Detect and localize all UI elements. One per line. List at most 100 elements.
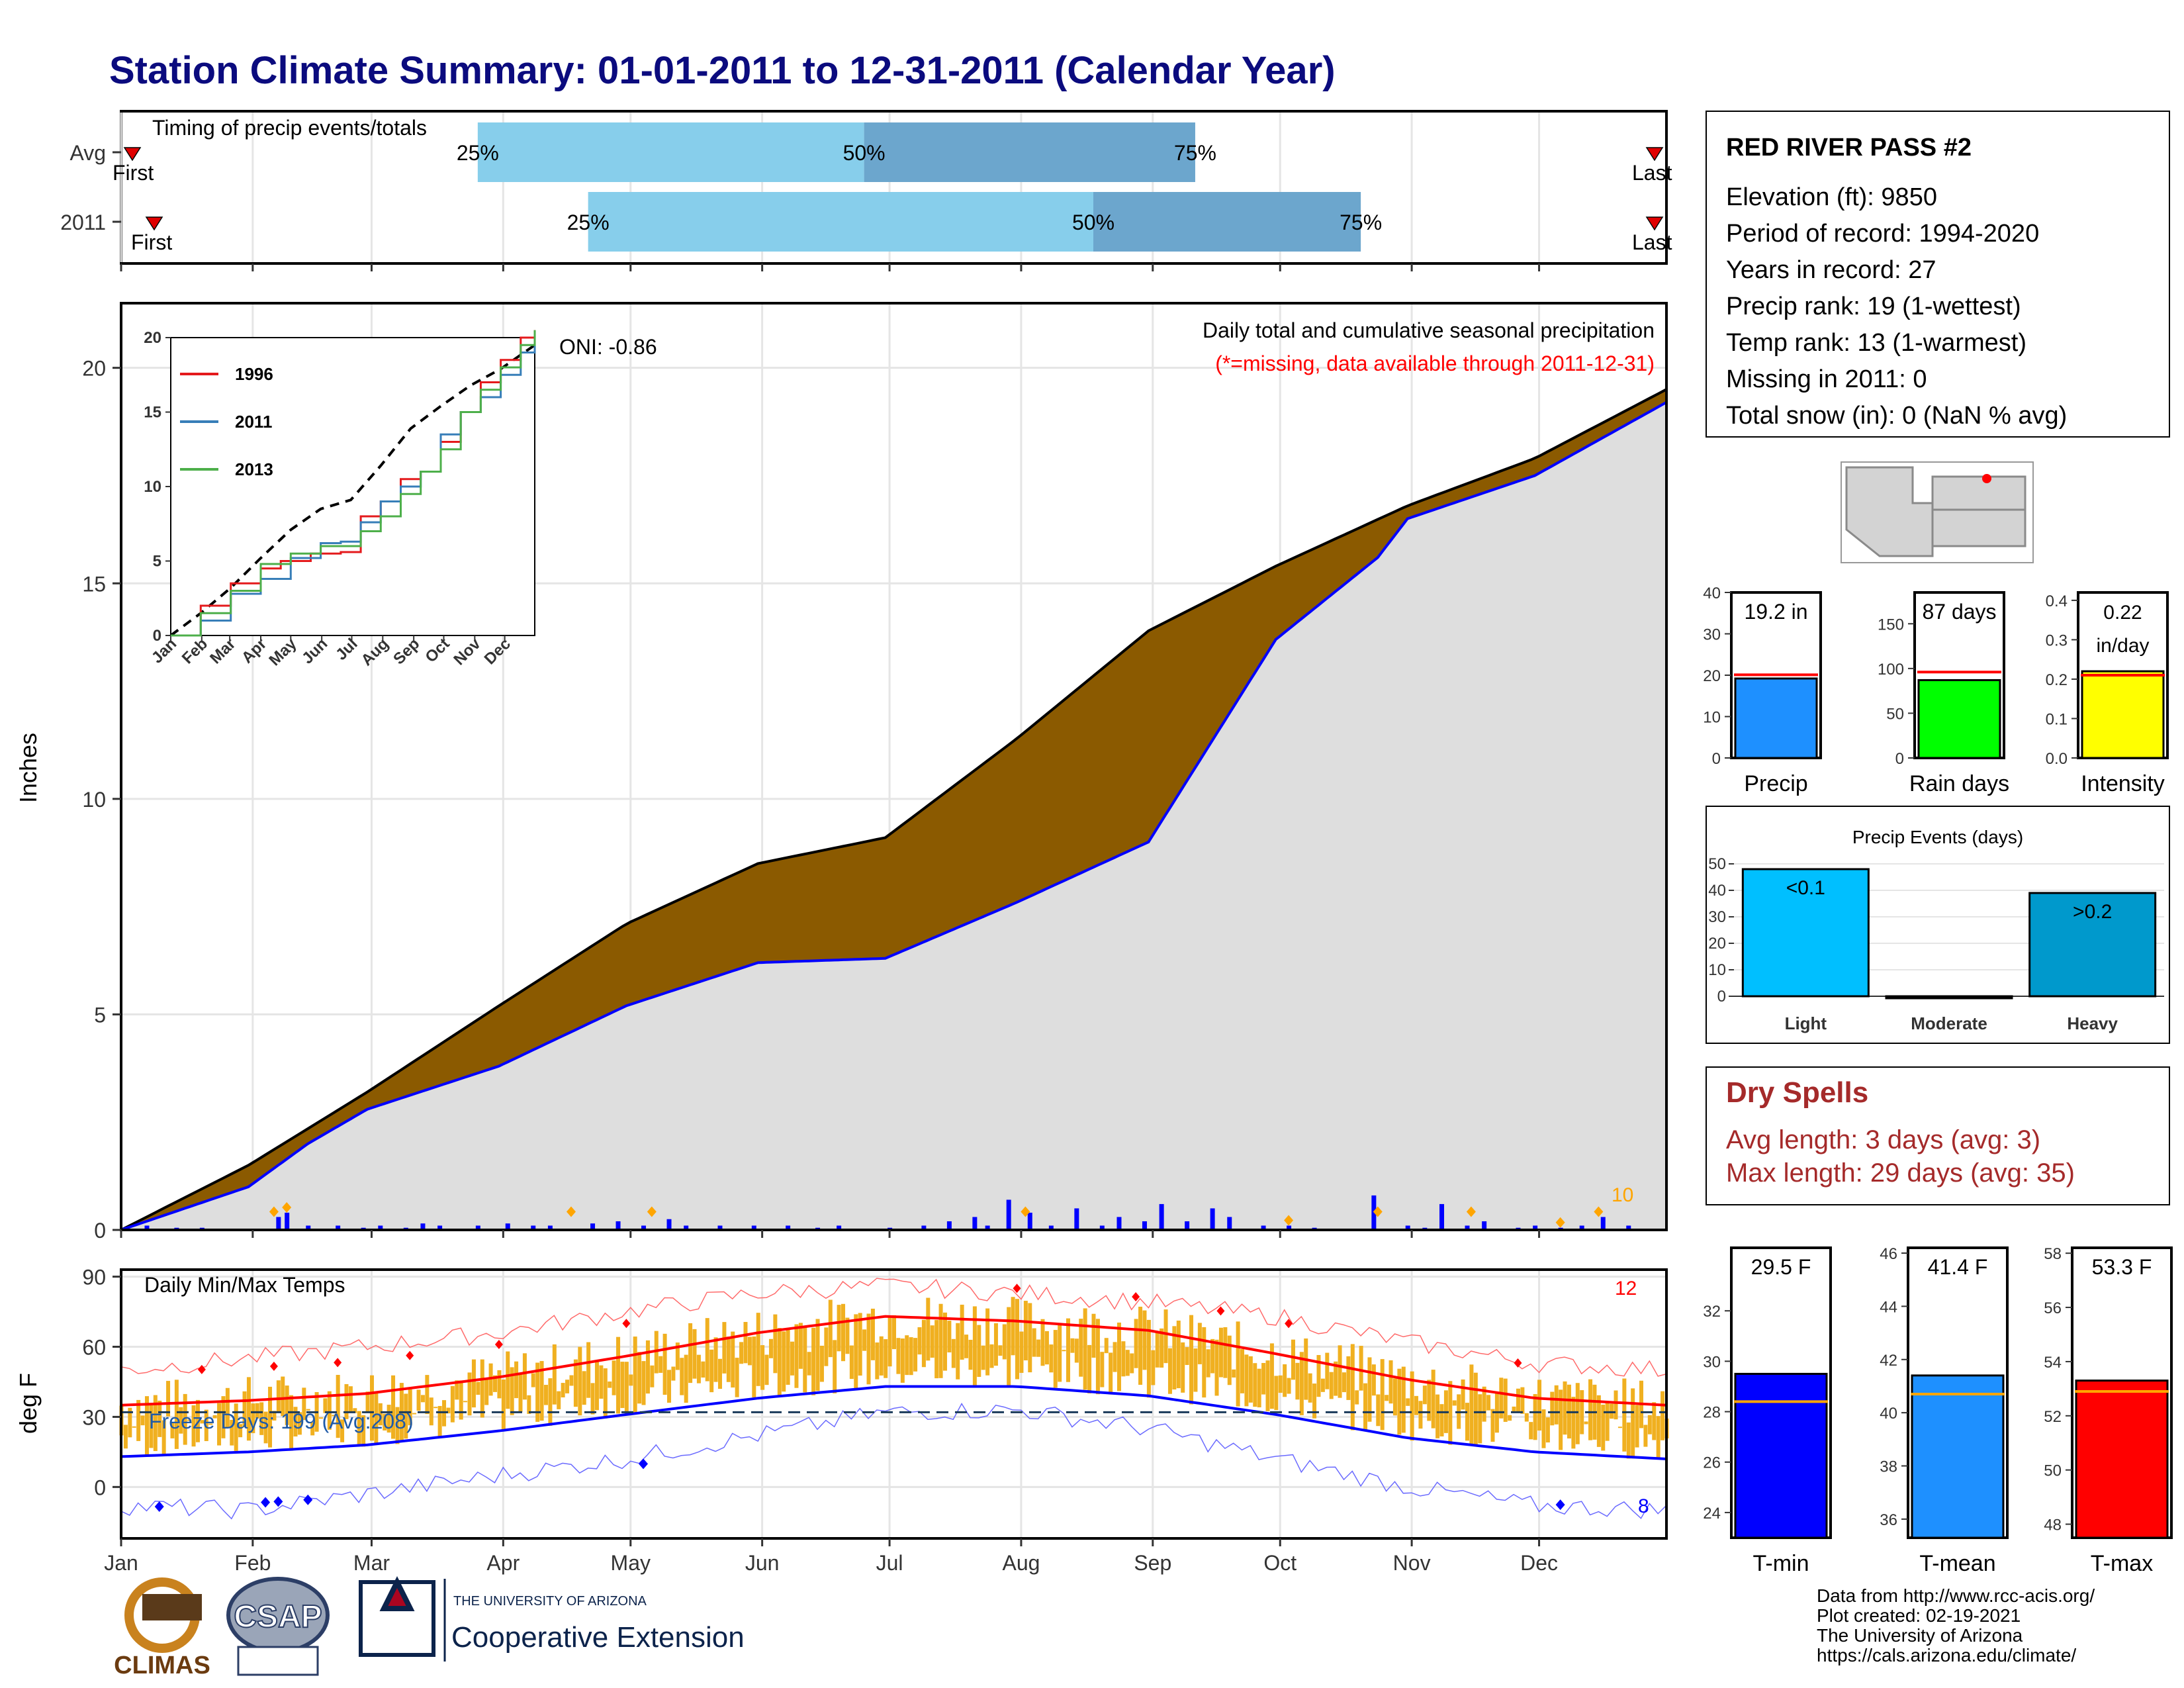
- month-label: Sep: [1134, 1551, 1171, 1575]
- station-info-line: Precip rank: 19 (1-wettest): [1726, 293, 2021, 320]
- timing-row-label: 2011: [60, 211, 106, 234]
- footer-credit-line: https://cals.arizona.edu/climate/: [1817, 1645, 2076, 1665]
- daily-temp-range-bar: [408, 1389, 412, 1426]
- daily-temp-range-bar: [1040, 1319, 1045, 1366]
- daily-temp-range-bar: [1265, 1360, 1270, 1411]
- daily-precip-bar: [378, 1225, 383, 1230]
- daily-temp-range-bar: [1388, 1360, 1393, 1404]
- daily-precip-bar: [1465, 1225, 1470, 1230]
- map-states-shape: [1845, 466, 2026, 557]
- daily-precip-bar: [1027, 1212, 1032, 1230]
- daily-temp-range-bar: [1240, 1349, 1245, 1393]
- summary-category-label: Intensity: [2081, 771, 2165, 796]
- daily-temp-range-bar: [934, 1320, 939, 1379]
- daily-temp-range-bar: [1545, 1417, 1550, 1443]
- freeze-days-label: Freeze Days: 199 (Avg:208): [149, 1409, 414, 1433]
- daily-temp-range-bar: [1274, 1376, 1279, 1411]
- daily-temp-range-bar: [310, 1422, 315, 1436]
- summary-bar-ytick-label: 24: [1703, 1505, 1721, 1523]
- month-label: Feb: [234, 1551, 271, 1575]
- daily-precip-bar: [1116, 1217, 1122, 1230]
- month-label: Jan: [104, 1551, 138, 1575]
- climas-logo: CLIMAS: [114, 1577, 210, 1679]
- timing-bar-q50-q75: [1093, 192, 1361, 252]
- daily-precip-bar: [547, 1225, 553, 1230]
- daily-temp-range-bar: [709, 1349, 714, 1393]
- high-extreme-count: 12: [1615, 1278, 1637, 1299]
- daily-temp-range-bar: [1223, 1327, 1228, 1378]
- daily-temp-range-bar: [1206, 1349, 1210, 1378]
- summary-bar-ytick-label: 54: [2044, 1354, 2062, 1372]
- low-extreme-marker: [639, 1458, 649, 1470]
- summary-bar-ytick-label: 0: [1895, 750, 1904, 768]
- daily-temp-range-bar: [1414, 1395, 1419, 1415]
- daily-temp-range-bar: [1622, 1378, 1627, 1452]
- daily-temp-range-bar: [1181, 1342, 1185, 1393]
- daily-temp-range-bar: [586, 1342, 591, 1398]
- daily-temp-range-bar: [603, 1368, 608, 1419]
- precip-ytick-label: 20: [82, 357, 106, 381]
- daily-precip-bar: [336, 1225, 341, 1230]
- daily-temp-range-bar: [166, 1381, 171, 1417]
- daily-temp-range-bar: [1130, 1353, 1134, 1374]
- precip-ytick-label: 5: [94, 1003, 106, 1027]
- daily-temp-range-bar: [887, 1317, 892, 1367]
- daily-temp-range-bar: [1490, 1409, 1495, 1442]
- high-extreme-marker: [269, 1362, 278, 1372]
- daily-temp-range-bar: [993, 1323, 998, 1366]
- daily-temp-range-bar: [977, 1325, 981, 1378]
- daily-temp-range-bar: [1167, 1348, 1172, 1394]
- daily-temp-range-bar: [318, 1417, 323, 1419]
- daily-temp-range-bar: [132, 1426, 136, 1428]
- daily-temp-range-bar: [1066, 1318, 1071, 1382]
- daily-temp-range-bar: [608, 1381, 612, 1388]
- record-min-line: [120, 1402, 1667, 1520]
- dry-spells-title: Dry Spells: [1726, 1076, 1868, 1109]
- daily-temp-range-bar: [735, 1358, 739, 1397]
- daily-temp-range-bar: [1406, 1398, 1410, 1406]
- daily-temp-range-bar: [717, 1358, 722, 1389]
- daily-temp-range-bar: [573, 1359, 578, 1407]
- daily-temp-range-bar: [1049, 1344, 1054, 1373]
- high-extreme-marker: [1132, 1291, 1140, 1301]
- timing-panel: Timing of precip events/totals Avg 25% 50%…: [60, 110, 1672, 265]
- daily-temp-range-bar: [828, 1299, 833, 1358]
- daily-temp-range-bar: [1427, 1380, 1432, 1421]
- inset-average-line: [169, 344, 536, 637]
- daily-temp-range-bar: [353, 1408, 357, 1413]
- daily-temp-range-bar: [1661, 1391, 1665, 1440]
- daily-temp-range-bar: [144, 1396, 149, 1455]
- daily-temp-range-bar: [480, 1359, 484, 1418]
- daily-temp-range-bar: [1320, 1378, 1325, 1392]
- daily-temp-range-bar: [1121, 1341, 1126, 1377]
- daily-temp-range-bar: [565, 1380, 570, 1393]
- daily-temp-range-bar: [1397, 1368, 1402, 1435]
- ua-logo: THE UNIVERSITY OF ARIZONA Cooperative Ex…: [359, 1576, 745, 1662]
- daily-temp-range-bar: [153, 1395, 158, 1452]
- daily-temp-range-bar: [501, 1379, 506, 1430]
- daily-temp-range-bar: [782, 1331, 786, 1392]
- summary-bar-ytick-label: 40: [1703, 585, 1721, 602]
- inset-ytick-label: 5: [153, 553, 161, 571]
- daily-temp-range-bar: [276, 1380, 281, 1412]
- daily-temp-range-bar: [1011, 1297, 1015, 1356]
- inset-legend-label: 1996: [235, 364, 273, 384]
- daily-temp-range-bar: [960, 1304, 964, 1360]
- daily-temp-range-bar: [1193, 1348, 1198, 1392]
- daily-temp-range-bar: [896, 1338, 901, 1374]
- daily-precip-bar: [1579, 1225, 1584, 1230]
- daily-temp-range-bar: [357, 1411, 361, 1446]
- daily-precip-bar: [475, 1225, 480, 1230]
- temp-ytick-label: 30: [82, 1405, 106, 1429]
- daily-temp-range-bar: [242, 1391, 247, 1428]
- daily-temp-range-bar: [1614, 1390, 1618, 1420]
- station-info-line: Period of record: 1994-2020: [1726, 220, 2039, 248]
- daily-temp-range-bar: [425, 1375, 430, 1415]
- summary-value-label: 53.3 F: [2092, 1255, 2152, 1279]
- daily-temp-range-bar: [1605, 1402, 1610, 1441]
- ua-a-icon: [379, 1576, 415, 1611]
- daily-temp-range-bar: [884, 1339, 888, 1378]
- station-info-frame: [1706, 111, 2170, 438]
- high-extreme-marker: [1285, 1319, 1293, 1329]
- daily-temp-range-bar: [1334, 1361, 1338, 1396]
